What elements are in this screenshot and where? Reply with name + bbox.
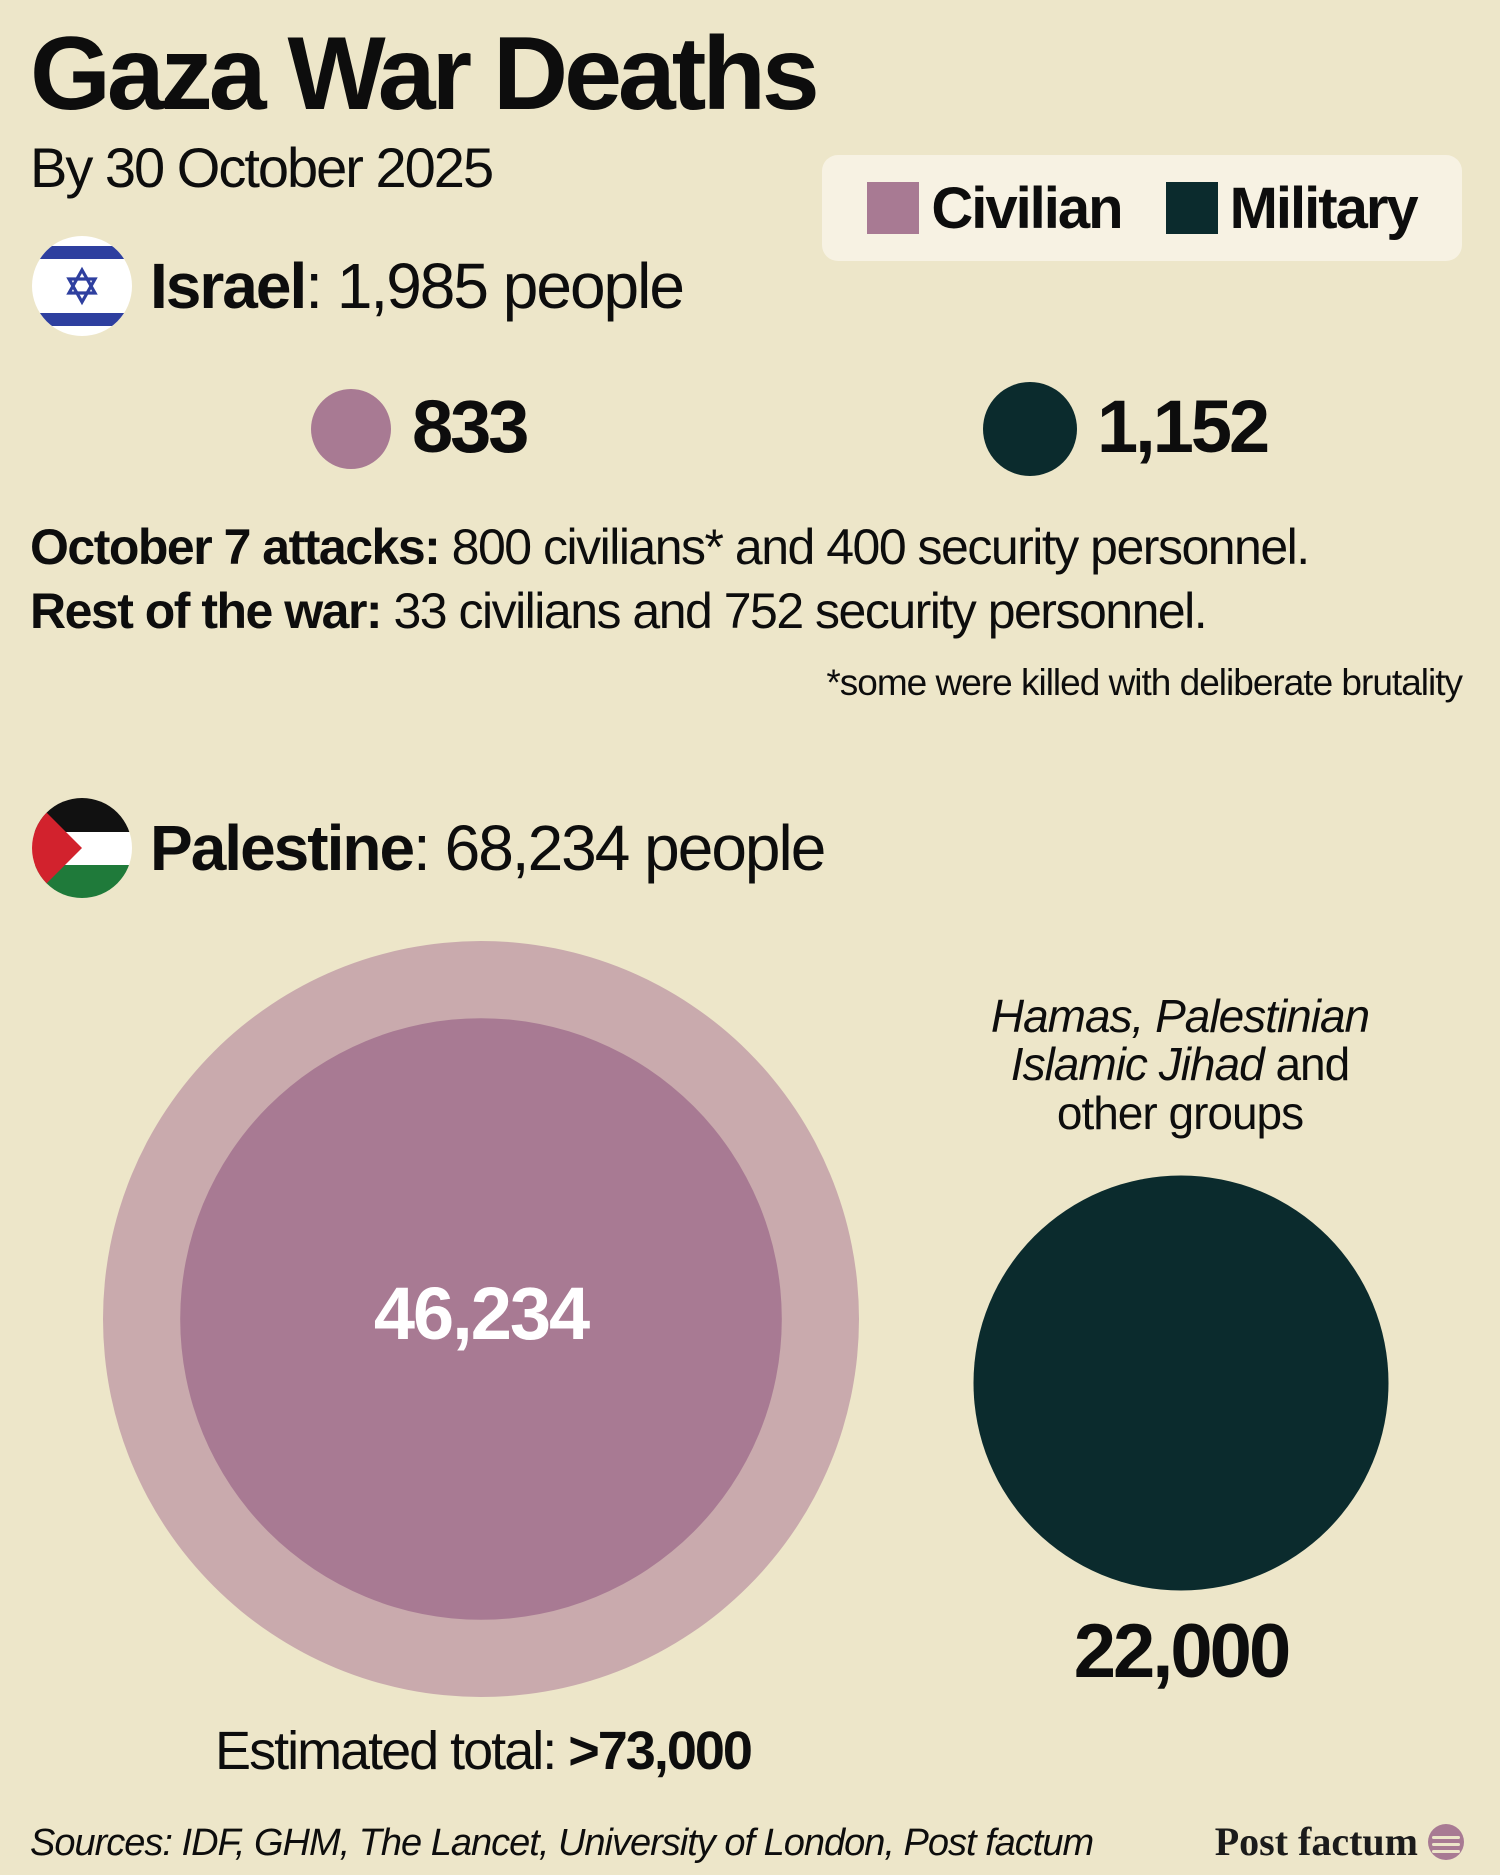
palestine-civilian-value: 46,234 bbox=[374, 1272, 590, 1355]
estimated-total-label: Estimated total: bbox=[215, 1721, 569, 1781]
palestine-header: Palestine: 68,234 people bbox=[32, 798, 826, 898]
israel-civilian-value: 833 bbox=[412, 385, 529, 468]
legend-item-civilian: Civilian bbox=[867, 175, 1124, 242]
palestine-military-value: 22,000 bbox=[1074, 1609, 1289, 1694]
legend-swatch-military bbox=[1165, 182, 1218, 234]
israel-civilian-dot bbox=[311, 389, 391, 469]
israel-name: Israel bbox=[150, 250, 307, 322]
estimated-total-value: >73,000 bbox=[568, 1721, 753, 1781]
legend-swatch-civilian bbox=[867, 182, 920, 234]
oct7-text: 800 civilians* and 400 security personne… bbox=[439, 519, 1311, 575]
sources: Sources: IDF, GHM, The Lancet, Universit… bbox=[30, 1822, 1094, 1864]
groups-line-3: other groups bbox=[1056, 1086, 1304, 1139]
footnote: *some were killed with deliberate brutal… bbox=[826, 662, 1463, 703]
legend-item-military: Military bbox=[1165, 175, 1419, 242]
israel-rest-line: Rest of the war: 33 civilians and 752 se… bbox=[30, 582, 1208, 640]
legend: Civilian Military bbox=[822, 155, 1462, 261]
rest-label: Rest of the war: bbox=[30, 583, 383, 639]
legend-label-civilian: Civilian bbox=[931, 175, 1123, 241]
israel-oct7-line: October 7 attacks: 800 civilians* and 40… bbox=[30, 518, 1311, 576]
oct7-label: October 7 attacks: bbox=[30, 519, 441, 575]
groups-line-2-italic: Islamic Jihad bbox=[1010, 1038, 1265, 1091]
israel-flag-icon bbox=[32, 236, 132, 336]
palestine-name: Palestine bbox=[150, 812, 415, 884]
israel-total: : 1,985 people bbox=[305, 250, 685, 322]
brand-logo: Post factum bbox=[1215, 1818, 1464, 1865]
palestine-military-circle bbox=[973, 1175, 1389, 1591]
estimated-total: Estimated total: >73,000 bbox=[0, 1720, 966, 1782]
groups-line-1: Hamas, Palestinian bbox=[990, 990, 1370, 1042]
military-groups-label: Hamas, Palestinian Islamic Jihad and oth… bbox=[945, 992, 1415, 1137]
page-subtitle: By 30 October 2025 bbox=[30, 136, 494, 199]
israel-military-dot bbox=[983, 382, 1077, 476]
brand-name: Post factum bbox=[1214, 1819, 1418, 1864]
page-title: Gaza War Deaths bbox=[30, 16, 820, 132]
palestine-total: : 68,234 people bbox=[413, 812, 826, 884]
post-factum-logo-icon bbox=[1428, 1823, 1464, 1860]
israel-military-value: 1,152 bbox=[1097, 385, 1270, 468]
legend-label-military: Military bbox=[1229, 175, 1419, 241]
israel-header: Israel: 1,985 people bbox=[32, 236, 685, 336]
rest-text: 33 civilians and 752 security personnel. bbox=[381, 583, 1207, 639]
groups-line-2-text: and bbox=[1263, 1038, 1350, 1091]
palestine-civilian-circle bbox=[180, 1018, 782, 1620]
